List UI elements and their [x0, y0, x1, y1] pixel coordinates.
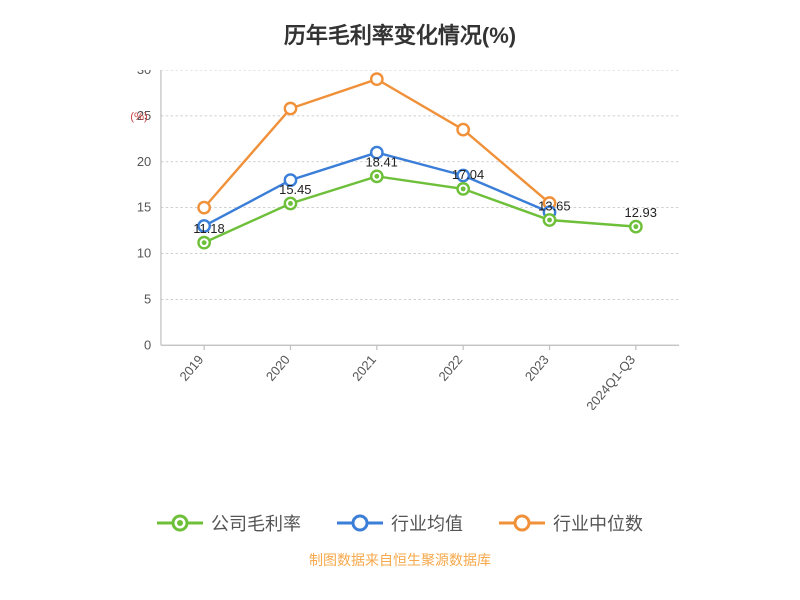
xtick-label: 2024Q1-Q3 [583, 352, 638, 410]
data-label: 17.04 [452, 167, 484, 182]
ytick-label: 15 [137, 200, 151, 215]
legend-swatch [337, 513, 383, 533]
series-marker [371, 74, 382, 85]
legend-label: 行业中位数 [553, 510, 643, 536]
xtick-label: 2022 [435, 352, 465, 384]
xtick-label: 2019 [176, 352, 206, 384]
xtick-label: 2023 [522, 352, 552, 384]
data-label: 12.93 [625, 205, 657, 220]
series-marker [198, 202, 209, 213]
xtick-label: 2021 [349, 352, 379, 384]
xtick-label: 2020 [263, 352, 293, 384]
legend-item: 行业中位数 [499, 510, 643, 536]
legend-item: 行业均值 [337, 510, 463, 536]
data-label: 13.65 [538, 198, 570, 213]
y-axis-label: (%) [130, 111, 148, 123]
series-marker [458, 124, 469, 135]
legend-label: 公司毛利率 [211, 510, 301, 536]
ytick-label: 10 [137, 246, 151, 261]
legend-item: 公司毛利率 [157, 510, 301, 536]
ytick-label: 20 [137, 154, 151, 169]
data-label: 18.41 [365, 155, 397, 170]
ytick-label: 5 [144, 291, 151, 306]
legend: 公司毛利率 行业均值 行业中位数 [0, 510, 800, 538]
ytick-label: 0 [144, 337, 151, 352]
chart-title: 历年毛利率变化情况(%) [0, 18, 800, 50]
data-label: 15.45 [279, 182, 311, 197]
chart-plot: 051015202530(%)201920202021202220232024Q… [100, 70, 740, 410]
series-line [204, 176, 636, 242]
legend-label: 行业均值 [391, 510, 463, 536]
series-line [204, 79, 549, 207]
legend-swatch [157, 513, 203, 533]
legend-swatch [499, 513, 545, 533]
series-marker [285, 103, 296, 114]
ytick-label: 30 [137, 70, 151, 77]
data-label: 11.18 [193, 221, 224, 236]
source-text: 制图数据来自恒生聚源数据库 [0, 550, 800, 570]
chart-container: 历年毛利率变化情况(%) 051015202530(%)201920202021… [0, 0, 800, 600]
